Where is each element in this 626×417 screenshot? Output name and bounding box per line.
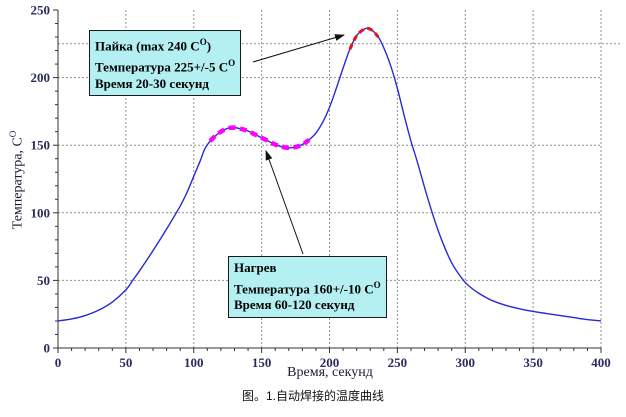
y-axis-title: Температура, CO [8,70,28,290]
temperature-curve [57,27,602,322]
annotation-text: Температура 225+/-5 C [95,59,229,75]
y-tick-label: 200 [31,70,51,85]
annotation-arrow [252,34,345,63]
x-tick-label: 50 [119,355,132,370]
x-tick-label: 100 [184,355,204,370]
soldering-zone-highlight [348,26,380,50]
y-axis-title-text: Температура, C [10,137,26,230]
annotation-line: Температура 225+/-5 CO [95,55,235,76]
degree-superscript: O [373,279,381,290]
annotation-soldering-box: Пайка (max 240 CO) Температура 225+/-5 C… [89,30,242,97]
degree-superscript: O [228,57,236,68]
annotation-line: Время 60-120 секунд [234,297,355,313]
annotation-line: Температура 160+/-10 CO [234,277,381,298]
x-tick-label: 0 [55,355,62,370]
annotation-arrow [265,150,304,255]
y-tick-label: 50 [37,273,50,288]
annotation-line: Время 20-30 секунд [95,75,209,91]
x-axis-title: Время, секунд [287,365,373,380]
x-tick-label: 300 [456,355,476,370]
annotation-text: Температура 160+/-10 C [234,280,374,296]
x-tick-label: 150 [252,355,272,370]
annotation-text: ) [206,38,212,54]
y-tick-label: 150 [31,138,51,153]
x-tick-label: 250 [388,355,408,370]
x-tick-label: 400 [591,355,611,370]
y-axis-title-superscript: O [8,130,18,138]
figure-caption: 图。1.自动焊接的温度曲线 [241,389,384,403]
degree-superscript: O [199,37,207,47]
x-tick-label: 200 [320,355,340,370]
annotation-line: Пайка (max 240 CO) [95,34,235,55]
heating-zone-highlight [208,125,311,151]
x-tick-label: 350 [523,355,543,370]
y-tick-label: 0 [44,341,51,356]
annotation-text: Пайка (max 240 C [95,38,200,54]
y-tick-label: 250 [31,3,51,18]
annotation-heating-box: Нагрев Температура 160+/-10 CO Время 60-… [228,256,387,318]
annotation-line: Нагрев [234,260,277,275]
y-tick-label: 100 [31,205,51,220]
